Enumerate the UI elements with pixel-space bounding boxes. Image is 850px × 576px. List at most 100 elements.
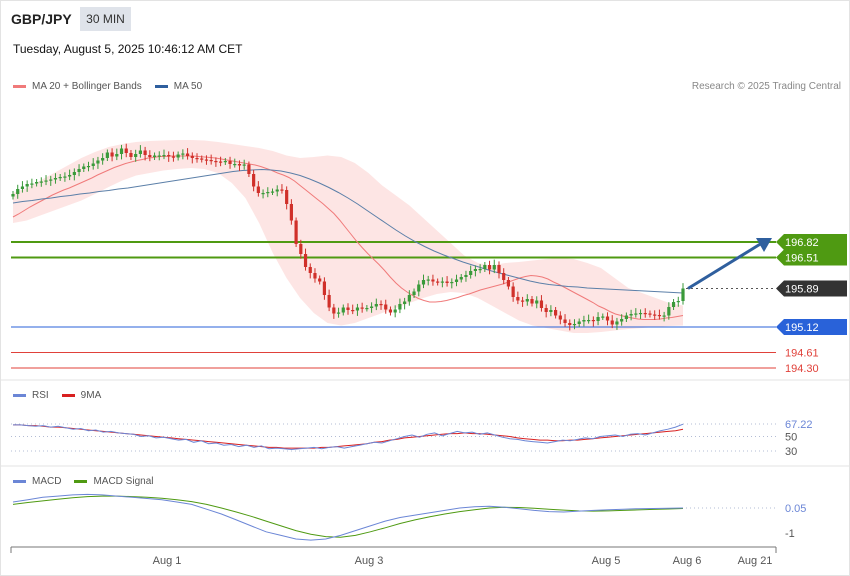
candle-body [176, 154, 180, 158]
candle-body [294, 220, 298, 244]
candle-body [653, 314, 657, 316]
candle-body [322, 281, 327, 295]
candle-body [313, 273, 317, 279]
candle-body [266, 192, 270, 194]
candle-body [365, 308, 369, 310]
candle-body [200, 158, 204, 160]
candle-body [270, 191, 275, 193]
candle-body [558, 315, 562, 320]
candle-body [195, 158, 199, 160]
resistance-1-label: 196.51 [785, 253, 819, 265]
candle-body [421, 280, 426, 285]
x-tick-label: Aug 3 [355, 555, 384, 567]
rsi-tick-label: 67.22 [785, 419, 813, 431]
candle-body [289, 204, 293, 221]
candle-body [638, 313, 643, 315]
research-credit: Research © 2025 Trading Central [691, 81, 841, 92]
candle-body [535, 300, 539, 304]
ma9-swatch [61, 394, 75, 397]
candle-body [261, 193, 265, 195]
candle-body [181, 153, 185, 155]
bollinger-band [13, 140, 683, 333]
candle-body [332, 307, 336, 314]
timeframe-badge[interactable]: 30 MIN [80, 7, 131, 31]
candle-body [134, 154, 138, 157]
candle-body [615, 321, 619, 325]
candle-body [450, 282, 454, 284]
current-tag [776, 280, 847, 297]
candle-body [143, 150, 147, 155]
candle-body [228, 161, 232, 164]
candle-body [275, 189, 279, 192]
candle-body [185, 153, 190, 156]
candle-body [303, 254, 308, 267]
candle-body [497, 265, 501, 273]
candle-body [605, 316, 610, 321]
candle-body [318, 278, 322, 282]
candle-body [44, 180, 48, 182]
candle-body [30, 183, 34, 185]
resistance-2-tag [776, 234, 847, 250]
candle-body [105, 152, 109, 158]
candle-body [77, 169, 81, 172]
candle-body [152, 155, 157, 157]
candle-body [242, 164, 246, 166]
x-tick-label: Aug 6 [673, 555, 702, 567]
candle-body [280, 189, 284, 191]
candle-body [511, 286, 515, 297]
rsi-line [13, 423, 684, 451]
candle-body [39, 181, 43, 183]
candle-body [469, 271, 473, 275]
candle-body [643, 313, 647, 315]
forecast-arrowhead [756, 238, 772, 252]
macd-line [12, 493, 684, 541]
candle-body [91, 163, 95, 166]
pivot-label: 195.12 [785, 322, 819, 334]
candle-body [417, 284, 421, 292]
candle-body [124, 148, 128, 153]
ma20-legend-label: MA 20 + Bollinger Bands [32, 81, 142, 92]
candle-body [624, 315, 628, 319]
candle-body [247, 164, 251, 174]
timestamp: Tuesday, August 5, 2025 10:46:12 AM CET [13, 42, 243, 56]
candle-body [101, 158, 105, 161]
candle-body [568, 323, 572, 325]
candle-body [577, 321, 581, 324]
x-tick-label: Aug 1 [153, 555, 182, 567]
ma20-swatch [13, 85, 26, 88]
candle-body [525, 299, 529, 302]
candle-body [219, 161, 223, 163]
macd-legend-label: MACD [32, 476, 62, 487]
rsi-swatch [13, 394, 26, 397]
candles-group [11, 143, 685, 331]
candle-body [25, 184, 29, 187]
macd-signal-line [12, 495, 684, 538]
candle-body [412, 291, 416, 295]
support-1-label: 194.61 [785, 348, 819, 360]
current-label: 195.89 [785, 284, 819, 296]
candle-body [360, 307, 364, 309]
price-legend: MA 20 + Bollinger Bands MA 50 [13, 81, 215, 92]
candle-body [110, 152, 114, 157]
candle-body [204, 159, 209, 161]
candle-body [671, 302, 676, 307]
candle-body [233, 164, 237, 166]
candle-body [393, 309, 397, 313]
candle-body [369, 306, 374, 308]
ma20-line [12, 155, 684, 320]
candle-body [308, 267, 312, 273]
candle-body [72, 172, 76, 175]
candle-body [403, 301, 407, 304]
candle-body [483, 265, 487, 269]
candle-body [544, 308, 548, 312]
candle-body [539, 300, 544, 308]
macd-swatch [13, 480, 26, 483]
resistance-2-label: 196.82 [785, 237, 819, 249]
candle-body [502, 273, 506, 280]
support-2-label: 194.30 [785, 363, 819, 375]
candle-body [445, 281, 449, 283]
candle-body [572, 324, 577, 326]
candle-body [129, 153, 133, 157]
candle-body [634, 313, 638, 315]
